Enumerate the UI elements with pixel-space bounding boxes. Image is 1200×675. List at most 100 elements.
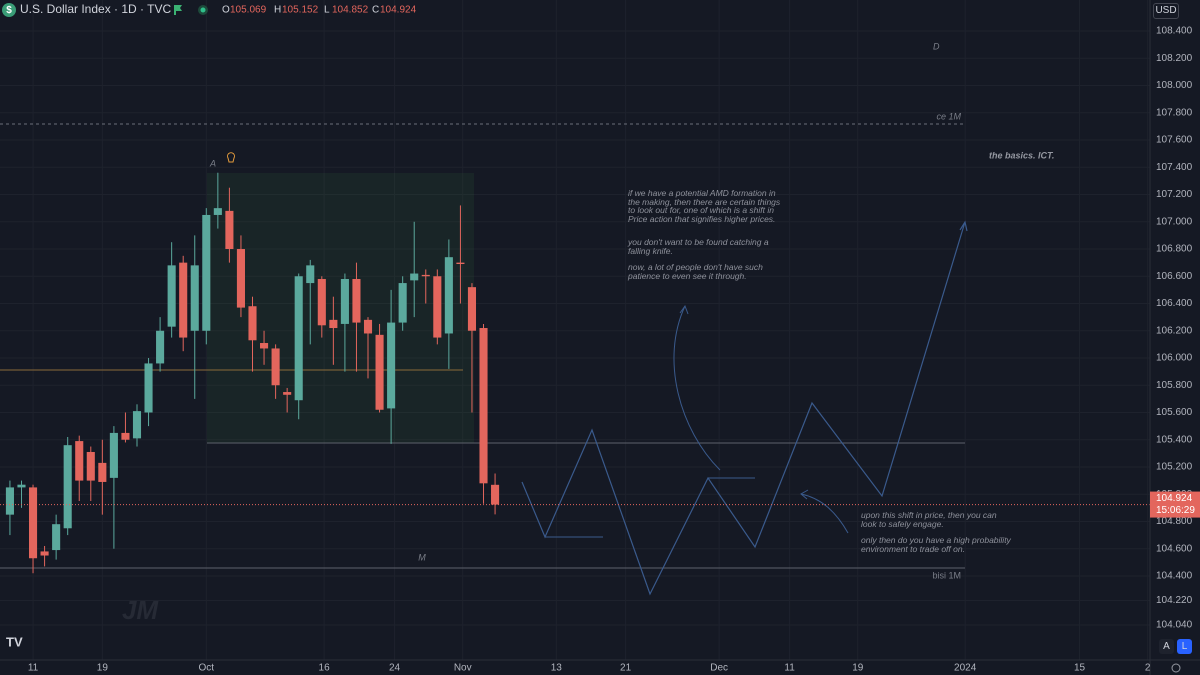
candle-body [86,451,95,481]
x-tick-label: 2024 [954,663,977,674]
candle-body [329,319,338,329]
y-tick-label: 108.000 [1156,80,1193,91]
arrow-head [679,304,689,315]
label-ce: ce 1M [936,111,961,121]
candle-body [63,445,72,529]
label-bisi: bisi 1M [932,570,961,580]
y-tick-label: 104.800 [1156,516,1193,527]
note: you don't want to be found catching a fa… [628,237,769,256]
candle-body [75,441,84,481]
currency-button[interactable]: USD [1153,3,1179,19]
log-scale-button[interactable]: L [1177,639,1192,654]
ohlc-letter: C [372,5,379,16]
y-tick-label: 106.400 [1156,298,1193,309]
candle-body [248,306,257,341]
candle-body [306,265,315,284]
candle-body [283,392,292,395]
candle-body [202,214,211,331]
ohlc-value: 104.924 [380,5,417,16]
candle-body [98,462,107,482]
candle-body [375,334,384,410]
x-tick-label: 11 [784,663,795,674]
note: upon this shift in price, then you can l… [861,510,997,529]
x-tick-label: 21 [620,663,632,674]
x-tick-label: 19 [852,663,864,674]
candle-body [190,265,199,331]
candle-body [52,524,61,551]
candle-body [40,551,49,556]
candle-body [179,262,188,338]
candle-body [260,343,269,349]
candle-body [398,283,407,323]
x-tick-label: 11 [28,663,39,674]
candle-body [363,319,373,334]
candle-body [225,210,234,250]
y-tick-label: 106.200 [1156,325,1193,336]
ohlc-value: 105.069 [230,5,267,16]
ohlc-letter: O [222,5,230,16]
y-tick-label: 108.200 [1156,53,1193,64]
bulb-icon [227,152,235,163]
candle-body [456,262,465,264]
status-dot [200,7,206,13]
arrow-head [959,220,968,232]
candle-body [28,487,38,559]
label-m: M [418,552,426,562]
chart-title: U.S. Dollar Index · 1D · TVC [20,2,171,16]
candle-body [491,484,500,505]
candle-body [5,487,14,515]
candle-body [132,411,142,439]
y-tick-label: 105.400 [1156,434,1193,445]
candle-body [167,265,176,327]
y-tick-label: 105.600 [1156,407,1193,418]
candle-body [17,484,26,488]
candle-body [271,348,280,386]
x-tick-label: Oct [199,663,215,674]
x-tick-label: 19 [97,663,109,674]
ohlc-value: 105.152 [282,5,319,16]
candle-body [387,322,396,409]
y-tick-label: 105.800 [1156,380,1193,391]
candle-body [479,328,488,484]
x-tick-label: 15 [1074,663,1086,674]
y-tick-label: 107.800 [1156,107,1193,118]
y-tick-label: 107.600 [1156,135,1193,146]
y-tick-label: 107.400 [1156,162,1193,173]
candle-body [352,278,361,323]
watermark: JM [122,595,159,625]
ohlc-letter: L [324,5,330,16]
symbol-logo [2,3,16,17]
y-tick-label: 104.040 [1156,620,1193,631]
arrow-head [800,489,809,500]
countdown-label: 15:06:29 [1156,505,1195,516]
tv-logo: TV [6,634,23,649]
ohlc-value: 104.852 [332,5,369,16]
x-tick-label: 24 [389,663,401,674]
y-tick-label: 104.400 [1156,571,1193,582]
flag-icon [174,5,182,15]
price-axis [1150,0,1200,675]
ohlc-letter: H [274,5,281,16]
y-tick-label: 104.600 [1156,543,1193,554]
candle-body [433,276,442,338]
auto-scale-button[interactable]: A [1159,639,1174,654]
candle-body [340,278,349,324]
y-tick-label: 106.600 [1156,271,1193,282]
curved-arrow [673,305,721,471]
settings-icon[interactable] [1171,663,1181,673]
x-tick-label: 13 [551,663,563,674]
y-tick-label: 104.220 [1156,595,1193,606]
label-basics: the basics. ICT. [989,150,1054,160]
candle-body [467,287,477,331]
y-tick-label: 107.200 [1156,189,1193,200]
note: if we have a potential AMD formation in … [628,188,781,224]
candle-body [213,208,222,215]
curved-arrow [800,493,849,534]
candle-body [294,276,303,401]
note: only then do you have a high probability… [861,535,1011,554]
logo-glyph: $ [6,5,12,16]
candle-body [317,278,326,326]
label-a: A [209,158,216,168]
last-price-tag [1150,491,1200,518]
